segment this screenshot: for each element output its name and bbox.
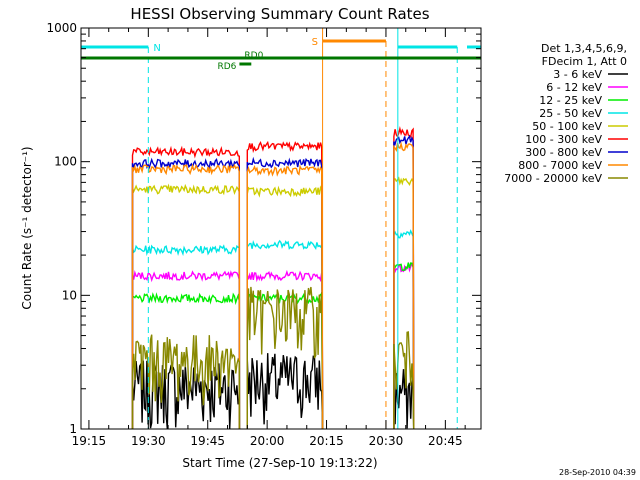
series-line xyxy=(131,286,415,430)
legend-entry-label: 800 - 7000 keV xyxy=(518,159,602,172)
series-line xyxy=(131,261,415,430)
chart-title: HESSI Observing Summary Count Rates xyxy=(130,5,429,23)
axis-layer: 19:15 19:30 19:45 20:00 20:15 20:30 20:45 1 10 10… xyxy=(46,21,481,448)
x-axis-label: Start Time (27-Sep-10 19:13:22) xyxy=(182,456,377,470)
series-line xyxy=(131,229,415,430)
legend-entry-label: 300 - 800 keV xyxy=(525,146,602,159)
rd6-label: RD6 xyxy=(217,62,236,72)
legend-entry-label: 50 - 100 keV xyxy=(532,120,602,133)
rd0-label: RD0 xyxy=(244,51,263,61)
legend-entry-label: 7000 - 20000 keV xyxy=(504,172,602,185)
y-tick-label: 100 xyxy=(54,155,77,169)
legend-entry-label: 25 - 50 keV xyxy=(539,107,602,120)
series-line xyxy=(131,176,415,430)
x-tick-label: 20:15 xyxy=(309,434,344,448)
night-label: N xyxy=(153,43,160,54)
x-tick-label: 20:00 xyxy=(250,434,285,448)
y-tick-label: 10 xyxy=(62,288,77,302)
series-line xyxy=(131,141,415,430)
y-axis-label: Count Rate (s⁻¹ detector⁻¹) xyxy=(20,146,34,309)
x-tick-label: 20:30 xyxy=(369,434,404,448)
y-tick-label: 1 xyxy=(69,422,77,436)
legend: Det 1,3,4,5,6,9,FDecim 1, Att 03 - 6 keV… xyxy=(504,42,628,185)
annotation-layer: N S RD6 RD0 xyxy=(81,28,481,429)
saa-label: S xyxy=(312,37,318,48)
series-line xyxy=(131,353,415,430)
x-tick-label: 19:45 xyxy=(190,434,225,448)
series-line xyxy=(131,134,415,430)
x-tick-label: 19:15 xyxy=(72,434,107,448)
series-line xyxy=(131,126,415,430)
legend-entry-label: 3 - 6 keV xyxy=(553,68,602,81)
plot-frame xyxy=(80,27,482,430)
series-layer xyxy=(131,126,415,430)
timestamp-label: 28-Sep-2010 04:39 xyxy=(559,468,636,477)
x-tick-label: 20:45 xyxy=(428,434,463,448)
legend-header: FDecim 1, Att 0 xyxy=(542,55,627,68)
legend-header: Det 1,3,4,5,6,9, xyxy=(541,42,627,55)
legend-entry-label: 6 - 12 keV xyxy=(546,81,602,94)
legend-entry-label: 100 - 300 keV xyxy=(525,133,602,146)
y-tick-label: 1000 xyxy=(46,21,77,35)
legend-entry-label: 12 - 25 keV xyxy=(539,94,602,107)
x-tick-label: 19:30 xyxy=(131,434,166,448)
